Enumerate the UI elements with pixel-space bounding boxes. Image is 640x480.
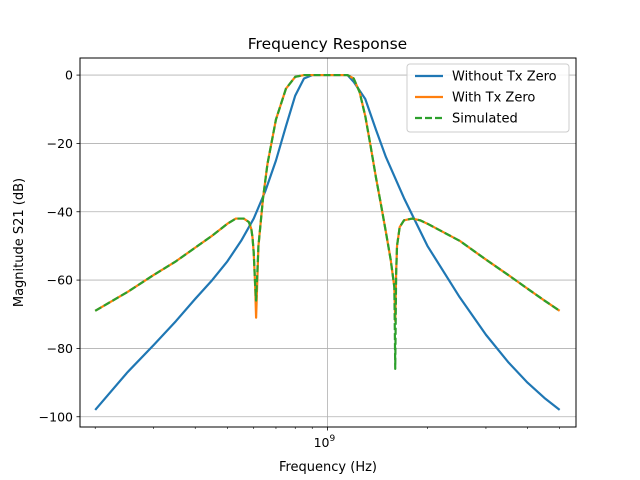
x-axis-ticks: 109 xyxy=(314,427,336,450)
series-lines xyxy=(94,73,561,411)
plot-frame xyxy=(79,57,577,428)
y-axis-label: Magnitude S21 (dB) xyxy=(12,178,27,307)
legend-label-2: With Tx Zero xyxy=(452,91,535,106)
legend: Without Tx Zero With Tx Zero Simulated xyxy=(406,63,570,133)
legend-label-3: Simulated xyxy=(452,112,518,127)
x-axis-label: Frequency (Hz) xyxy=(279,460,377,475)
y-tick-label: −80 xyxy=(47,341,73,356)
y-axis-ticks: 0 −20 −40 −60 −80 −100 xyxy=(39,68,80,424)
chart-title: Frequency Response xyxy=(248,35,407,53)
y-tick-label: −20 xyxy=(47,136,73,151)
y-tick-label: −40 xyxy=(47,204,73,219)
series-line-3 xyxy=(94,73,561,371)
legend-box xyxy=(406,63,570,133)
legend-label-1: Without Tx Zero xyxy=(452,70,557,85)
x-tick-label: 109 xyxy=(314,434,336,450)
y-tick-label: −60 xyxy=(47,273,73,288)
grid xyxy=(80,58,576,427)
y-tick-label: 0 xyxy=(65,68,73,83)
y-tick-label: −100 xyxy=(39,409,73,424)
